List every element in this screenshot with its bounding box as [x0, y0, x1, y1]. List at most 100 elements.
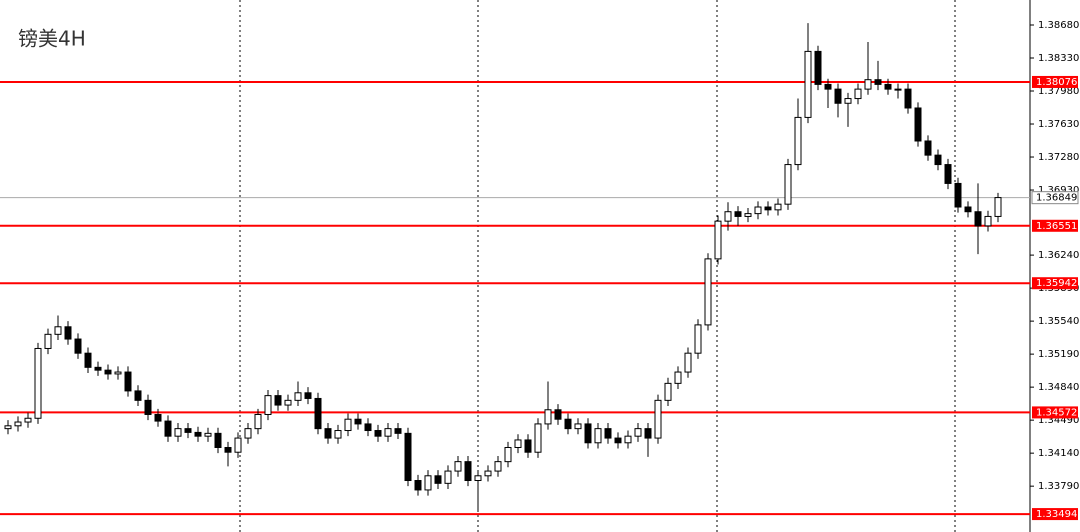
candle-body [294, 392, 302, 401]
candle-body [324, 428, 332, 439]
candle-body [784, 164, 792, 205]
candle-body [564, 418, 572, 430]
candle-body [884, 83, 892, 90]
candle-body [104, 369, 112, 375]
candle-body [994, 197, 1002, 217]
candle-body [234, 437, 242, 453]
candle-body [654, 399, 662, 439]
y-tick-label: 1.36930 [1038, 185, 1079, 196]
candle-body [824, 83, 832, 90]
candle-body [914, 107, 922, 142]
current-price-tag [1031, 191, 1079, 205]
y-tick-label: 1.33790 [1038, 481, 1079, 492]
y-tick-label: 1.37980 [1038, 86, 1079, 97]
candle-body [274, 395, 282, 406]
candle-body [54, 326, 62, 335]
candle-body [44, 333, 52, 349]
level-tag [1032, 406, 1078, 419]
candle-body [24, 417, 32, 423]
y-tick-label: 1.37630 [1038, 119, 1079, 130]
candle-body [474, 475, 482, 482]
candle-body [794, 116, 802, 166]
candle-body [74, 338, 82, 354]
candle-body [124, 371, 132, 392]
candle-body [304, 392, 312, 399]
candle-body [314, 397, 322, 430]
candle-body [974, 211, 982, 227]
y-tick-label: 1.38330 [1038, 53, 1079, 64]
candle-body [254, 413, 262, 430]
candle-body [244, 428, 252, 439]
candle-body [834, 88, 842, 104]
candle-body [534, 423, 542, 453]
candle-body [804, 50, 812, 118]
candle-body [714, 220, 722, 260]
candle-body [204, 432, 212, 437]
chart-title: 镑美4H [18, 27, 86, 51]
level-tag [1032, 75, 1078, 88]
candle-body [4, 425, 12, 430]
candle-body [624, 435, 632, 444]
candle-body [504, 446, 512, 463]
level-tag [1032, 277, 1078, 290]
candle-body [984, 215, 992, 227]
candle-body [464, 461, 472, 482]
candle-body [754, 206, 762, 215]
candle-body [964, 206, 972, 213]
candle-body [84, 352, 92, 368]
candle-body [264, 395, 272, 415]
candle-body [64, 326, 72, 340]
candle-body [424, 475, 432, 491]
candle-body [444, 470, 452, 484]
candle-body [94, 366, 102, 371]
candle-body [814, 50, 822, 85]
y-tick-label: 1.36240 [1038, 250, 1079, 261]
candle-body [194, 431, 202, 437]
candle-body [524, 439, 532, 453]
candle-body [734, 211, 742, 217]
current-price-label: 1.36849 [1036, 193, 1077, 204]
candle-body [724, 211, 732, 222]
candle-body [364, 423, 372, 432]
candle-body [604, 428, 612, 439]
candle-body [34, 347, 42, 419]
level-label: 1.33494 [1036, 509, 1077, 520]
candle-body [484, 470, 492, 477]
candle-body [454, 461, 462, 472]
candle-body [284, 399, 292, 406]
candle-body [144, 399, 152, 415]
candle-body [574, 423, 582, 430]
candle-body [664, 382, 672, 401]
candle-body [344, 418, 352, 432]
level-tag [1032, 508, 1078, 521]
candle-body [774, 203, 782, 211]
candle-body [494, 461, 502, 472]
candle-body [554, 409, 562, 420]
candle-body [214, 432, 222, 448]
level-label: 1.35942 [1036, 278, 1077, 289]
candle-body [544, 409, 552, 425]
candle-body [374, 430, 382, 437]
level-label: 1.36551 [1036, 221, 1077, 232]
time-separators [239, 0, 956, 532]
candle-body [174, 428, 182, 437]
candle-body [334, 430, 342, 439]
candle-body [594, 428, 602, 444]
candle-body [684, 352, 692, 373]
candle-body [164, 420, 172, 437]
y-tick-label: 1.35190 [1038, 349, 1079, 360]
y-tick-label: 1.35540 [1038, 316, 1079, 327]
candle-body [894, 88, 902, 91]
candle-body [354, 418, 362, 425]
candle-body [854, 88, 862, 100]
candle-body [864, 79, 872, 90]
candle-body [844, 98, 852, 104]
candle-body [704, 258, 712, 326]
candle-body [384, 428, 392, 437]
candle-body [694, 324, 702, 354]
y-tick-label: 1.34840 [1038, 382, 1079, 393]
y-tick-label: 1.37280 [1038, 152, 1079, 163]
level-label: 1.38076 [1036, 77, 1077, 88]
y-tick-label: 1.34140 [1038, 448, 1079, 459]
